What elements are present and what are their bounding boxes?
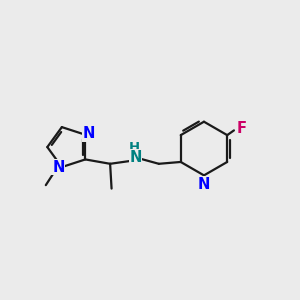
- Text: F: F: [237, 122, 247, 136]
- Text: N: N: [52, 160, 64, 175]
- Text: N: N: [198, 177, 210, 192]
- Text: H: H: [129, 141, 140, 154]
- Text: N: N: [83, 126, 95, 141]
- Text: N: N: [129, 150, 142, 165]
